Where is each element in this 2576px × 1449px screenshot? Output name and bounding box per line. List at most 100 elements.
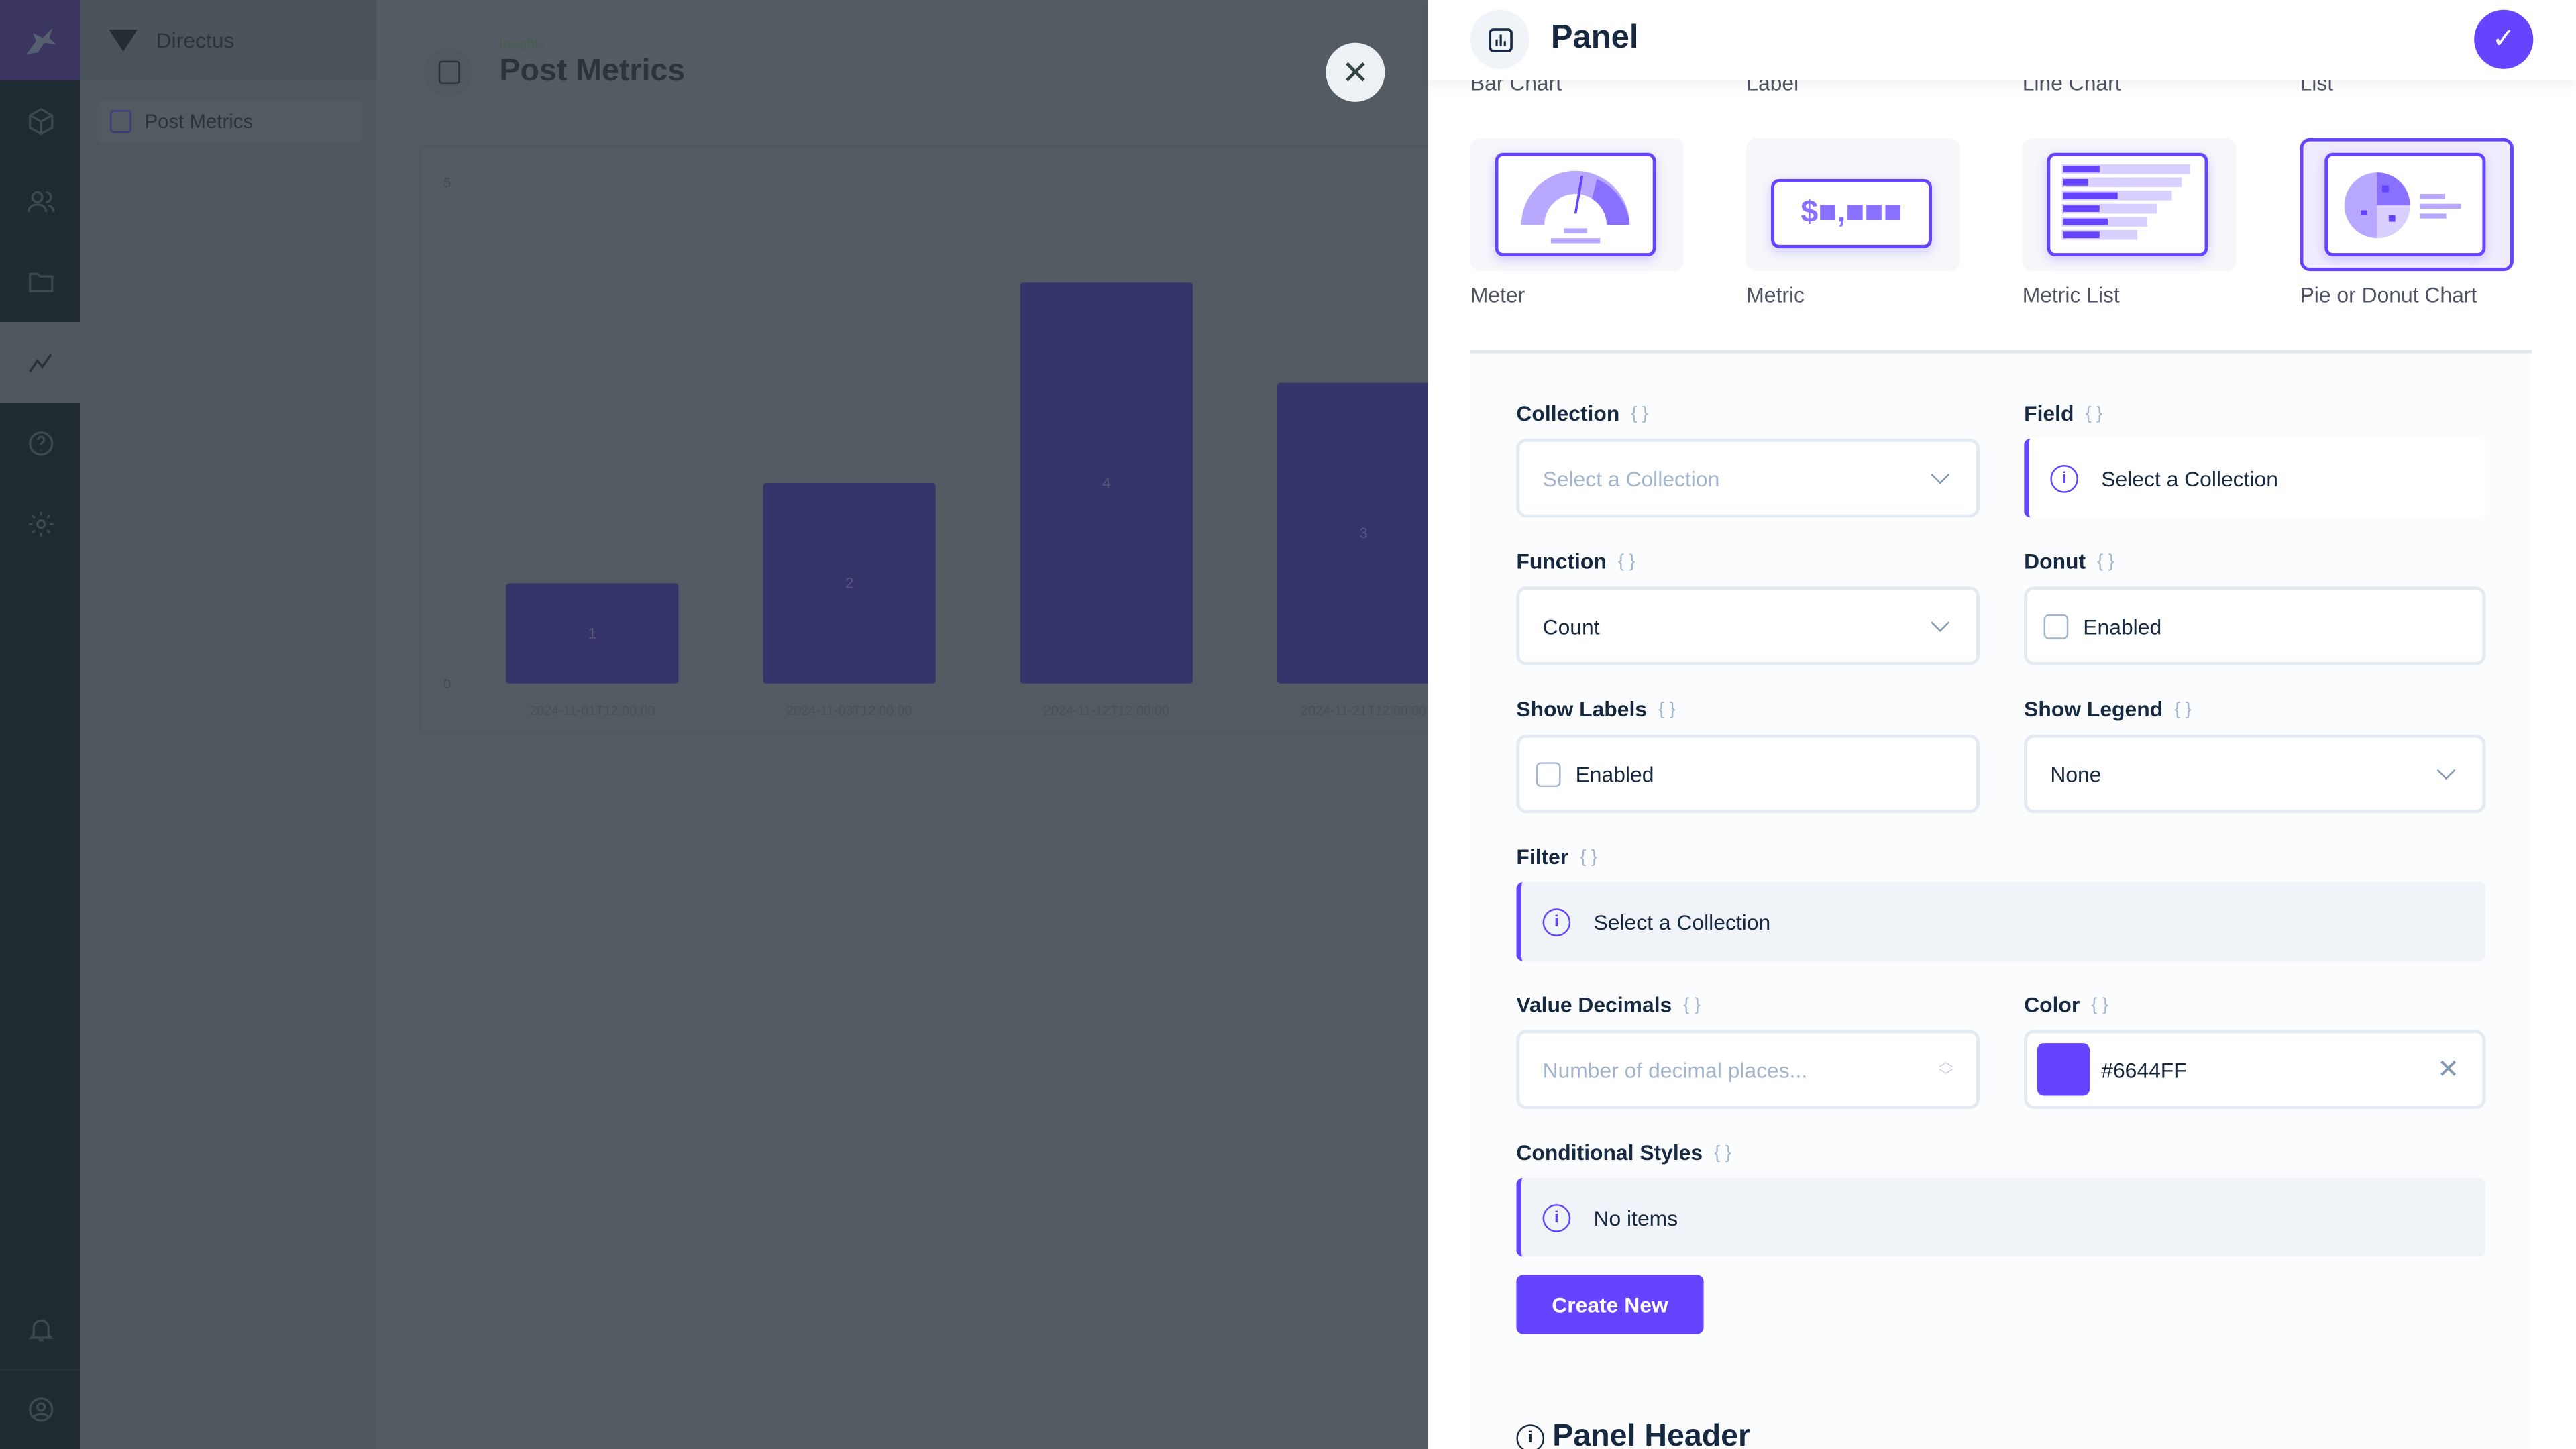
chevron-down-icon — [1931, 465, 1950, 484]
conditional-styles-label: Conditional Styles{ } — [1516, 1140, 1731, 1165]
panel-type-metric[interactable]: $■,■■■ — [1746, 138, 1960, 272]
x-tick-label: 2024-11-12T12:00:00 — [1044, 703, 1169, 718]
help-module-icon[interactable] — [0, 402, 80, 483]
info-icon: i — [1542, 908, 1571, 936]
checkbox-icon — [1536, 761, 1561, 786]
donut-label: Donut{ } — [2024, 548, 2114, 574]
color-input[interactable]: #6644FF ✕ — [2024, 1030, 2486, 1110]
info-icon: i — [1542, 1203, 1571, 1232]
bar-chart: 0 5 1 2024-11-01T12:00:00 2 2024-11-03T12:00:… — [443, 176, 1450, 718]
bar-data-label: 3 — [1360, 525, 1368, 541]
metric-icon: $■,■■■ — [1771, 178, 1933, 248]
chevron-down-icon — [1931, 613, 1950, 633]
raw-value-icon: { } — [1617, 551, 1635, 572]
y-tick-label: 0 — [443, 677, 451, 692]
project-header[interactable]: Directus — [80, 0, 376, 81]
drawer-title: Panel — [1550, 19, 1639, 56]
function-select[interactable]: Count — [1516, 586, 1980, 665]
bar-chart-panel[interactable]: 0 5 1 2024-11-01T12:00:00 2 2024-11-03T12:00:… — [419, 144, 1569, 737]
collection-select[interactable]: Select a Collection — [1516, 438, 1980, 518]
raw-value-icon: { } — [2174, 699, 2192, 719]
project-diamond-icon — [108, 28, 138, 52]
directus-logo[interactable] — [0, 0, 81, 81]
close-drawer-button[interactable]: ✕ — [1326, 42, 1385, 102]
conditional-styles-notice: i No items — [1516, 1177, 2486, 1257]
notifications-icon[interactable] — [0, 1288, 80, 1368]
files-module-icon[interactable] — [0, 241, 80, 322]
raw-value-icon: { } — [1658, 699, 1676, 719]
value-decimals-input[interactable]: Number of decimal places... ︿ ﹀ — [1516, 1030, 1980, 1110]
panel-header-section: i Panel Header — [1516, 1419, 1750, 1449]
panel-type-label-metric: Metric — [1746, 282, 1805, 307]
breadcrumb[interactable]: Insights — [499, 36, 545, 51]
raw-value-icon: { } — [1714, 1142, 1731, 1163]
panel-type-meter[interactable] — [1470, 138, 1684, 272]
filter-label: Filter{ } — [1516, 844, 1597, 869]
y-tick-label: 5 — [443, 176, 451, 191]
filter-notice: i Select a Collection — [1516, 882, 2486, 961]
module-bar — [0, 0, 81, 1449]
show-labels-checkbox[interactable]: Enabled — [1516, 734, 1980, 814]
panel-type-label-pie: Pie or Donut Chart — [2300, 282, 2477, 307]
panel-type-label-metric-list: Metric List — [2022, 282, 2120, 307]
close-icon: ✕ — [1341, 55, 1369, 91]
nav-item-post-metrics[interactable]: Post Metrics — [97, 100, 364, 144]
panel-type-label-meter: Meter — [1470, 282, 1525, 307]
x-tick-label: 2024-11-03T12:00:00 — [787, 703, 912, 718]
function-label: Function{ } — [1516, 548, 1635, 574]
save-button[interactable]: ✓ — [2474, 9, 2534, 69]
donut-checkbox[interactable]: Enabled — [2024, 586, 2486, 665]
pie-chart-icon — [2324, 152, 2486, 257]
project-name: Directus — [156, 28, 235, 53]
settings-module-icon[interactable] — [0, 483, 80, 564]
collection-label: Collection{ } — [1516, 400, 1648, 426]
panel-options-form: Collection{ } Select a Collection Field{… — [1470, 350, 2532, 1449]
field-label: Field{ } — [2024, 400, 2103, 426]
bar[interactable] — [1020, 282, 1193, 684]
rabbit-logo-icon — [25, 27, 56, 54]
drawer-header: Panel ✓ — [1428, 0, 2576, 81]
panel-type-pie-chart[interactable] — [2300, 138, 2514, 272]
panel-type-metric-list[interactable] — [2022, 138, 2237, 272]
chevron-down-icon — [2436, 761, 2456, 780]
raw-value-icon: { } — [2097, 551, 2114, 572]
panel-drawer: Panel ✓ Bar Chart Label Line Chart List … — [1428, 0, 2576, 1449]
panel-chart-icon — [1470, 9, 1530, 69]
meter-icon — [1495, 152, 1656, 257]
users-module-icon[interactable] — [0, 161, 80, 241]
color-swatch[interactable] — [2037, 1043, 2090, 1096]
clear-color-icon[interactable]: ✕ — [2437, 1056, 2460, 1085]
checkbox-icon — [2043, 613, 2069, 639]
x-tick-label: 2024-11-21T12:00:00 — [1301, 703, 1426, 718]
raw-value-icon: { } — [1580, 847, 1597, 867]
show-legend-label: Show Legend{ } — [2024, 696, 2192, 722]
bar-data-label: 2 — [845, 575, 853, 592]
user-avatar-icon[interactable] — [0, 1368, 81, 1449]
raw-value-icon: { } — [1631, 403, 1648, 423]
bar-data-label: 1 — [588, 625, 596, 641]
navigation-pane: Directus Post Metrics — [80, 0, 376, 1449]
raw-value-icon: { } — [1683, 994, 1701, 1015]
color-label: Color{ } — [2024, 992, 2108, 1017]
show-legend-select[interactable]: None — [2024, 734, 2486, 814]
dashboard-header-icon — [423, 48, 474, 97]
value-decimals-label: Value Decimals{ } — [1516, 992, 1701, 1017]
show-labels-label: Show Labels{ } — [1516, 696, 1676, 722]
field-notice: i Select a Collection — [2024, 438, 2486, 518]
bar[interactable] — [506, 583, 679, 684]
bar[interactable] — [763, 483, 936, 684]
metric-list-icon — [2047, 152, 2208, 257]
page-title: Post Metrics — [499, 54, 686, 89]
info-icon: i — [2050, 464, 2078, 492]
check-icon: ✓ — [2491, 23, 2516, 54]
bar-data-label: 4 — [1102, 474, 1110, 491]
create-new-button[interactable]: Create New — [1516, 1275, 1704, 1334]
insights-module-icon[interactable] — [0, 322, 81, 403]
raw-value-icon: { } — [2085, 403, 2103, 423]
nav-item-label: Post Metrics — [144, 110, 254, 133]
dashboard-icon — [110, 110, 131, 133]
bar[interactable] — [1277, 382, 1450, 684]
x-tick-label: 2024-11-01T12:00:00 — [529, 703, 655, 718]
stepper-icon[interactable]: ︿ ﹀ — [1938, 1053, 1953, 1085]
content-module-icon[interactable] — [0, 80, 80, 161]
